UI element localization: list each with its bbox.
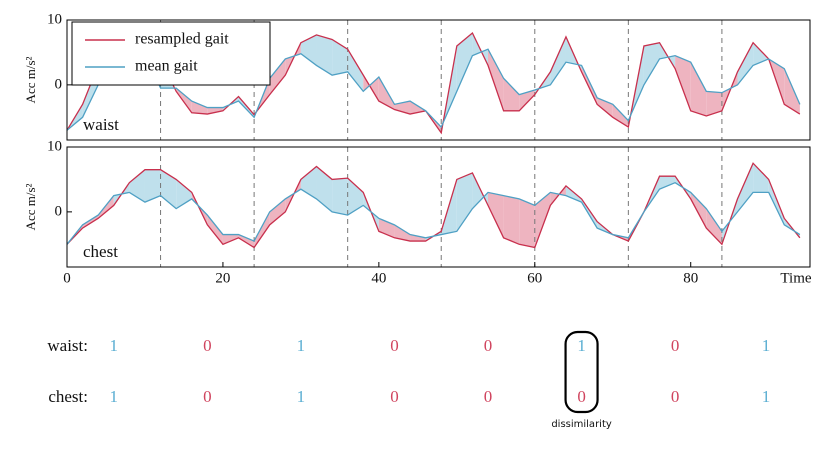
similarity-value: 0 [484,387,493,406]
difference-fill [503,78,520,111]
difference-fill [737,163,754,212]
difference-fill [643,42,660,85]
annotation: dissimilarity [551,419,612,430]
y-axis-label: Acc m/s² [23,183,38,230]
difference-fill [82,215,99,229]
y-axis-label: Acc m/s² [23,56,38,103]
difference-fill [332,178,348,216]
similarity-value: 1 [110,336,119,355]
series-line [66,181,801,245]
difference-fill [659,176,676,190]
difference-fill [706,91,722,116]
highlight-box [564,330,599,414]
difference-fill [300,34,317,66]
similarity-value: 1 [110,387,119,406]
difference-fill [488,192,504,238]
similarity-value: 0 [390,387,399,406]
similarity-value: 1 [762,387,771,406]
difference-fill [410,234,426,242]
difference-fill [519,90,535,111]
y-tick-label: 10 [47,11,62,27]
difference-fill [269,198,286,225]
similarity-value: 1 [297,336,306,355]
difference-fill [207,107,223,115]
difference-fill [612,104,629,128]
difference-fill [472,32,489,66]
difference-fill [316,34,333,76]
panel-label: chest [83,242,118,261]
difference-fill [207,215,223,245]
similarity-value: 0 [577,387,586,406]
difference-fill [285,42,301,76]
difference-fill [222,234,239,245]
y-tick-label: 0 [55,203,63,219]
plot-frame [66,19,811,141]
y-tick-label: 10 [47,138,62,154]
panel-label: waist [83,115,119,134]
similarity-value: 0 [203,336,212,355]
difference-fill [300,166,317,199]
difference-fill [581,65,598,105]
difference-fill [332,39,348,76]
difference-fill [456,32,473,92]
difference-fill [597,97,613,118]
difference-fill [129,169,145,203]
difference-fill [191,101,208,115]
difference-fill [488,49,504,111]
y-tick-label: 0 [55,76,63,92]
difference-fill [753,163,769,193]
difference-fill [456,172,473,232]
x-tick-label: 40 [371,270,386,286]
difference-fill [690,62,707,116]
x-tick-label: 80 [683,270,698,286]
difference-fill [316,166,333,212]
difference-fill [363,75,379,102]
series-line [66,25,801,135]
difference-fill [737,42,754,85]
legend-label: mean gait [135,58,198,75]
row-label: waist: [47,336,88,355]
difference-fill [675,55,691,111]
difference-fill [550,36,566,85]
difference-fill [347,178,364,216]
similarity-value: 1 [297,387,306,406]
difference-fill [394,224,411,242]
difference-fill [238,234,255,248]
difference-fill [347,49,364,92]
difference-fill [519,198,535,248]
similarity-value: 1 [762,336,771,355]
legend-label: resampled gait [135,31,229,48]
x-tick-label: 60 [527,270,542,286]
similarity-value: 0 [390,336,399,355]
difference-fill [784,68,800,115]
similarity-value: 0 [484,336,493,355]
difference-fill [753,42,769,66]
similarity-value: 0 [671,387,680,406]
row-label: chest: [48,387,88,406]
series-line [66,31,801,131]
difference-fill [690,192,707,229]
difference-fill [503,195,520,245]
difference-fill [410,101,426,115]
difference-fill [706,208,722,245]
similarity-value: 0 [203,387,212,406]
difference-fill [144,169,161,203]
legend-box [71,21,271,86]
x-axis-label: Time [780,270,811,286]
difference-fill [534,192,551,248]
difference-fill [269,58,286,95]
difference-fill [254,211,270,248]
x-tick-label: 20 [215,270,230,286]
plot-frame [66,146,811,268]
similarity-value: 1 [577,336,586,355]
similarity-value: 0 [671,336,680,355]
difference-fill [394,101,411,115]
x-tick-label: 0 [63,270,71,286]
